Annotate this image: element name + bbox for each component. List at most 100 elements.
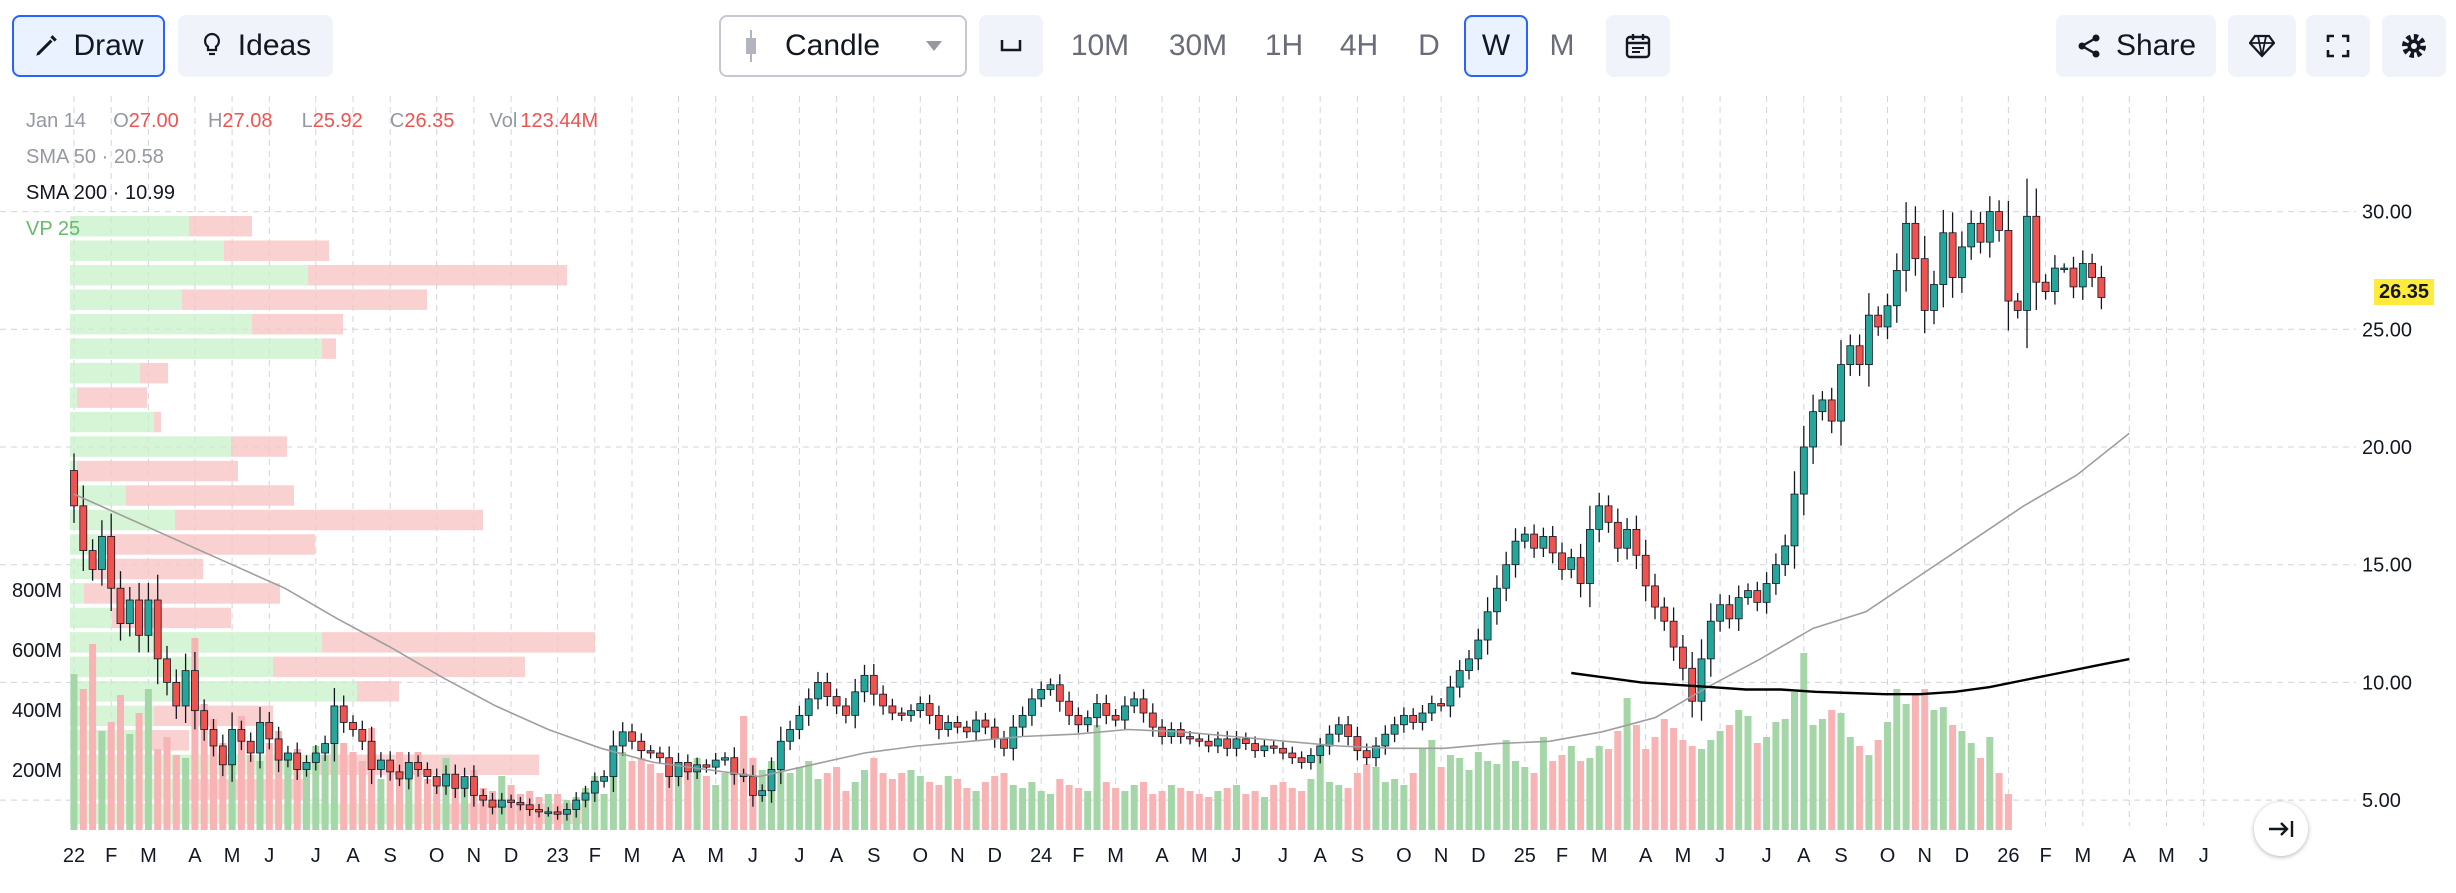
volume-bar [237, 716, 245, 830]
volume-bar [89, 644, 97, 830]
candle-down [1074, 714, 1083, 726]
legend-close-label: C [389, 110, 405, 132]
candle-up [1372, 745, 1380, 759]
volume-bar [414, 752, 422, 830]
volume-bar [1242, 794, 1250, 830]
volume-bar [1391, 779, 1399, 830]
candle-down [1139, 698, 1148, 714]
volume-bar [1911, 695, 1919, 830]
candle-up [1316, 745, 1325, 756]
share-button[interactable]: Share [2056, 15, 2216, 77]
interval-button[interactable] [979, 15, 1043, 77]
candle-up [1381, 733, 1390, 747]
timeframe-w[interactable]: W [1464, 15, 1528, 77]
volume-bar [2004, 794, 2012, 830]
volume-bar [1158, 791, 1166, 830]
volume-bar [219, 743, 227, 830]
volume-bar [1186, 791, 1194, 830]
candle-up [758, 790, 767, 796]
x-tick-label: F [105, 845, 117, 867]
candle-down [1111, 714, 1120, 721]
candle-down [246, 740, 255, 754]
y-tick-label: 15.00 [2362, 555, 2412, 577]
scroll-to-latest-button[interactable] [2254, 802, 2308, 856]
volume-bar [303, 767, 310, 830]
volume-bar [423, 779, 431, 830]
timeframe-1h[interactable]: 1H [1264, 29, 1304, 62]
candle-down [2088, 262, 2097, 278]
candle-down [1353, 736, 1362, 752]
candle-down [897, 712, 906, 716]
candle-down [2013, 300, 2022, 311]
ohlc-legend: Jan 14 O27.00 H27.08 L25.92 C26.35 Vol 12… [26, 110, 598, 133]
timeframe-30m[interactable]: 30M [1168, 29, 1228, 62]
volume-bar [1995, 773, 2003, 830]
volume-profile-buy-bar [70, 558, 91, 580]
candle-down [1679, 646, 1687, 669]
candle-down [1632, 528, 1641, 556]
x-tick-label: J [1715, 845, 1725, 867]
volume-bar [684, 767, 692, 830]
candle-up [1418, 712, 1427, 723]
candle-up [1018, 714, 1027, 728]
x-tick-label: N [1917, 845, 1931, 867]
sma50-legend[interactable]: SMA 50 · 20.58 [26, 146, 164, 168]
vp-legend[interactable]: VP 25 [26, 218, 80, 241]
x-tick-label: J [2199, 845, 2209, 867]
premium-button[interactable] [2228, 15, 2296, 77]
timeframe-m[interactable]: M [1549, 29, 1575, 62]
volume-profile-buy-bar [70, 338, 322, 359]
candle-up [1762, 583, 1771, 603]
volume-bar [479, 788, 487, 830]
timeframe-d[interactable]: D [1418, 29, 1440, 62]
volume-profile-buy-bar [70, 485, 126, 506]
candle-up [1846, 345, 1855, 365]
candle-down [2032, 215, 2041, 283]
candle-down [2069, 267, 2078, 288]
candle-down [1976, 222, 1985, 243]
volume-bar [1874, 740, 1882, 830]
volume-bar [256, 761, 264, 830]
volume-bar [312, 746, 320, 830]
sma200-legend[interactable]: SMA 200 · 10.99 [26, 182, 176, 204]
chart-type-select[interactable]: Candle [719, 15, 967, 77]
volume-bar [349, 752, 357, 830]
volume-bar [1019, 788, 1027, 830]
timeframe-4h[interactable]: 4H [1339, 29, 1379, 62]
volume-bar [1716, 731, 1724, 830]
volume-profile-sell-bar [84, 583, 280, 604]
candle-down [535, 809, 543, 813]
price-chart[interactable]: 30.00 25.00 20.00 15.00 10.00 5.00 800M 600M 400… [0, 96, 2456, 888]
volume-bar [1474, 752, 1482, 830]
chart-area[interactable]: 30.00 25.00 20.00 15.00 10.00 5.00 800M 600M 400… [0, 96, 2456, 888]
share-icon [2078, 34, 2100, 58]
x-tick-label: A [672, 845, 686, 867]
price-badge: 26.35 [2374, 279, 2434, 305]
fullscreen-button[interactable] [2306, 15, 2370, 77]
candle-up [1520, 533, 1529, 542]
volume-bar [1595, 746, 1603, 830]
settings-button[interactable] [2382, 15, 2446, 77]
candle-down [1995, 211, 2003, 231]
x-tick-label: O [1396, 845, 1412, 867]
candle-up [944, 722, 953, 730]
volume-bar [154, 749, 162, 830]
candle-down [832, 696, 841, 707]
candle-up [1930, 284, 1938, 311]
draw-button[interactable]: Draw [12, 15, 165, 77]
candle-down [293, 752, 302, 770]
x-tick-label: A [2123, 845, 2137, 867]
calendar-button[interactable] [1606, 15, 1670, 77]
candle-up [442, 773, 450, 787]
legend-vol-value: 123.44M [520, 110, 599, 132]
candle-up [721, 757, 729, 761]
lightbulb-icon [203, 32, 220, 56]
interval-icon [1000, 40, 1022, 52]
candle-down [1604, 505, 1613, 523]
timeframe-10m[interactable]: 10M [1070, 29, 1130, 62]
x-tick-label: N [1434, 845, 1448, 867]
volume-bar [1205, 797, 1213, 830]
ideas-button[interactable]: Ideas [178, 15, 333, 77]
volume-bar [1428, 740, 1436, 830]
candle-up [2060, 267, 2069, 270]
